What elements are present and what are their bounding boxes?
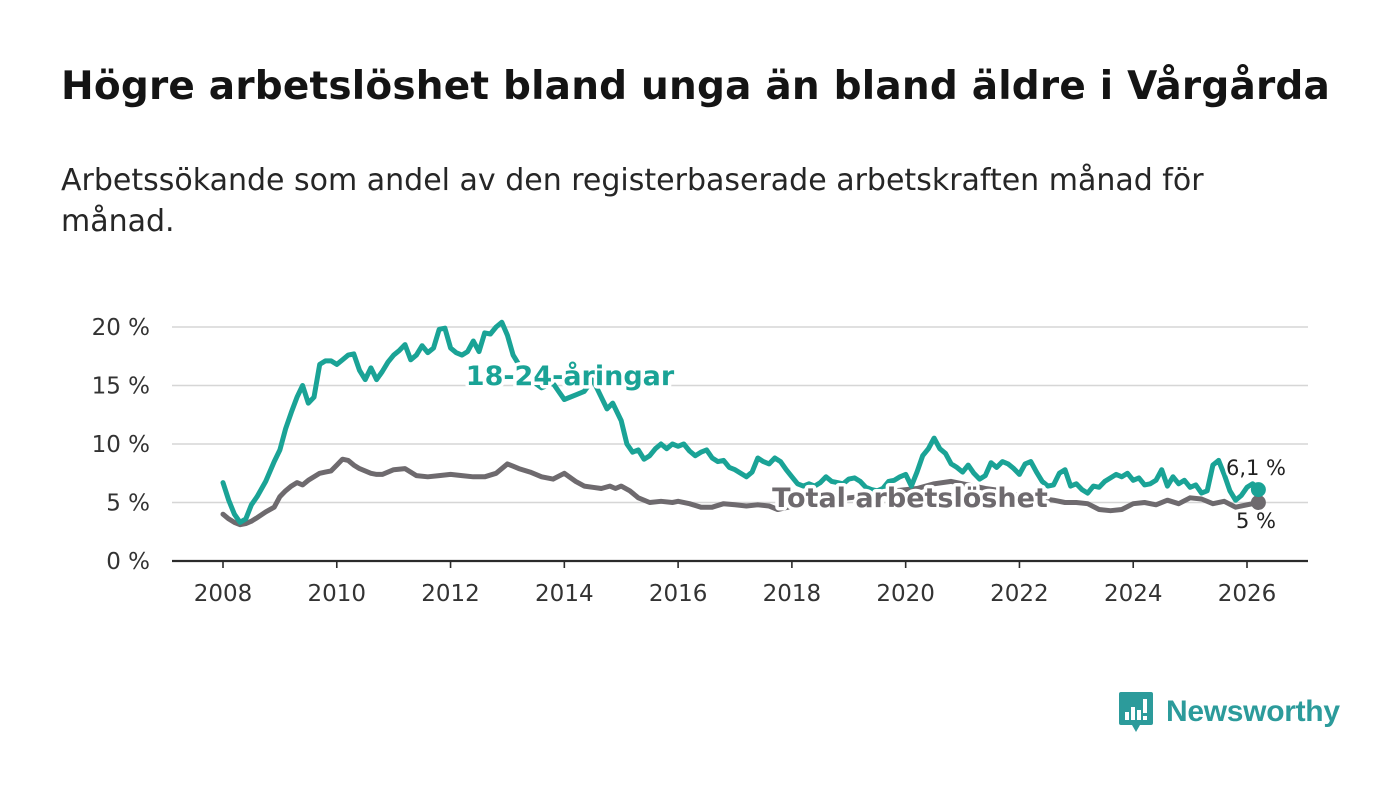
x-tick-label: 2018: [763, 581, 822, 607]
brand-name: Newsworthy: [1166, 695, 1340, 728]
chart-subtitle: Arbetssökande som andel av den registerb…: [61, 163, 1204, 239]
end-value-youth: 6,1 %: [1226, 456, 1286, 480]
x-tick-label: 2010: [308, 581, 367, 607]
series-label-total: Total arbetslöshet: [772, 483, 1048, 514]
chart-title: Högre arbetslöshet bland unga än bland ä…: [61, 64, 1331, 109]
series-endpoint-youth: [1250, 482, 1266, 498]
y-tick-label: 10 %: [92, 432, 150, 458]
x-tick-label: 2026: [1218, 581, 1277, 607]
x-tick-label: 2024: [1104, 581, 1163, 607]
x-tick-label: 2016: [649, 581, 708, 607]
newsworthy-logo: Newsworthy: [1118, 690, 1340, 734]
x-tick-label: 2014: [535, 581, 594, 607]
newsworthy-logo-icon: [1119, 692, 1153, 732]
y-tick-label: 0 %: [106, 549, 150, 575]
series-lines: [220, 319, 1266, 528]
x-tick-label: 2020: [876, 581, 935, 607]
y-axis-ticks: 0 % 5 % 10 % 15 % 20 %: [92, 315, 150, 575]
x-tick-label: 2008: [194, 581, 253, 607]
x-tick-label: 2012: [421, 581, 480, 607]
grid-lines: [172, 326, 1308, 563]
y-tick-label: 20 %: [92, 315, 150, 341]
x-tick-label: 2022: [990, 581, 1049, 607]
series-endpoint-total: [1250, 495, 1266, 510]
x-axis-ticks: 2008 2010 2012 2014 2016 2018 2020 2022 2024 2026: [194, 561, 1277, 607]
y-tick-label: 5 %: [106, 491, 150, 517]
y-tick-label: 15 %: [92, 374, 150, 400]
end-value-total: 5 %: [1236, 509, 1276, 533]
series-line-total: [220, 456, 1261, 528]
series-line-youth: [220, 319, 1261, 525]
series-labels: 18-24-åringar Total arbetslöshet 6,1 % 5 %: [462, 357, 1288, 536]
series-label-youth: 18-24-åringar: [466, 360, 675, 392]
